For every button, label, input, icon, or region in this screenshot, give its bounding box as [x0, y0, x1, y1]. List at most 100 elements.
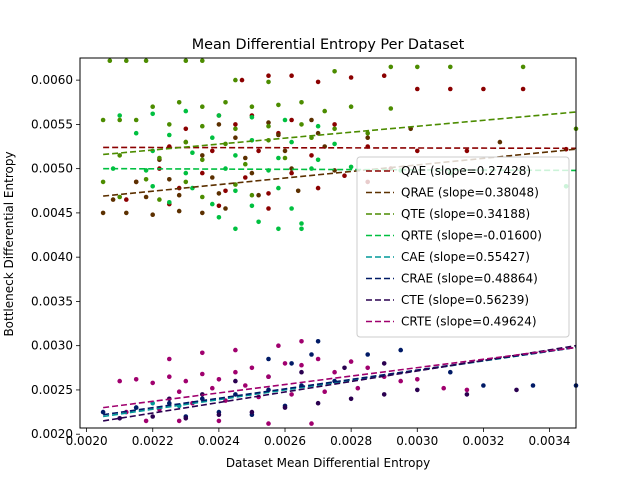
x-tick-label: 0.0026	[264, 434, 306, 448]
data-point-series-2	[150, 104, 155, 109]
data-point-series-7	[441, 385, 447, 391]
data-point-series-7	[276, 343, 281, 349]
data-point-series-3	[289, 206, 294, 211]
data-point-series-0	[481, 86, 486, 92]
fit-lines-layer	[103, 111, 577, 422]
data-point-series-6	[299, 369, 304, 375]
data-point-series-5	[133, 405, 139, 410]
data-point-series-0	[448, 86, 453, 92]
data-point-series-7	[233, 347, 238, 353]
y-tick-label: 0.0040	[31, 250, 73, 264]
data-point-series-7	[117, 378, 122, 384]
data-point-series-6	[514, 387, 519, 393]
data-point-series-1	[497, 139, 503, 145]
legend-entry: CAE (slope=0.55427)	[401, 250, 530, 264]
data-point-series-1	[233, 135, 238, 140]
x-axis-ticks: 0.0020 0.0022 0.0024 0.0026 0.0028 0.0030 0.00…	[66, 428, 571, 448]
data-point-series-0	[183, 126, 189, 132]
y-tick-label: 0.0020	[31, 427, 73, 441]
x-axis-label: Dataset Mean Differential Entropy	[226, 456, 430, 470]
data-point-series-2	[183, 179, 189, 185]
data-point-series-7	[200, 371, 205, 377]
data-point-series-1	[133, 179, 139, 185]
data-point-series-0	[520, 86, 526, 92]
data-point-series-7	[200, 350, 205, 356]
data-point-series-1	[309, 117, 314, 123]
fit-line-series-2	[103, 111, 577, 156]
data-point-series-3	[348, 164, 354, 170]
data-point-series-7	[309, 421, 314, 426]
data-point-series-0	[342, 173, 347, 178]
data-point-series-2	[183, 139, 189, 145]
data-point-series-3	[216, 215, 222, 220]
data-point-series-3	[299, 221, 304, 226]
data-point-series-2	[200, 104, 205, 109]
data-point-series-1	[176, 192, 182, 198]
data-point-series-2	[233, 126, 238, 132]
data-point-series-2	[133, 117, 139, 123]
data-point-series-2	[332, 126, 337, 132]
data-point-series-0	[266, 206, 271, 211]
data-point-series-5	[398, 347, 404, 353]
data-point-series-2	[200, 157, 205, 163]
data-point-series-0	[223, 188, 228, 194]
data-point-series-5	[315, 339, 321, 344]
data-point-series-3	[332, 141, 337, 147]
data-point-series-7	[183, 378, 189, 384]
data-point-series-5	[530, 383, 536, 388]
legend-entry: CRAE (slope=0.48864)	[401, 272, 538, 286]
data-point-series-0	[332, 122, 337, 127]
data-point-series-6	[342, 365, 347, 371]
fit-line-series-3	[103, 167, 577, 172]
data-point-series-5	[448, 369, 453, 375]
data-point-series-3	[249, 203, 255, 209]
y-axis-label: Bottleneck Differential Entropy	[2, 151, 16, 336]
data-point-series-7	[398, 378, 404, 384]
data-point-series-1	[176, 208, 182, 214]
data-point-series-0	[415, 148, 420, 154]
data-point-series-3	[150, 111, 155, 117]
data-point-series-0	[239, 77, 245, 83]
data-point-series-3	[167, 200, 172, 205]
legend: QAE (slope=0.27428) QRAE (slope=0.38048) Q…	[356, 156, 570, 338]
data-point-series-7	[216, 377, 222, 382]
data-point-series-0	[210, 148, 215, 154]
data-point-series-7	[289, 392, 294, 397]
plot-area-frame	[79, 57, 577, 429]
data-point-series-0	[124, 197, 129, 202]
data-point-series-3	[190, 150, 195, 155]
data-point-series-6	[464, 392, 470, 397]
data-point-series-1	[223, 206, 228, 211]
data-point-series-6	[415, 387, 420, 393]
data-point-series-6	[150, 414, 155, 419]
data-point-series-7	[176, 389, 182, 395]
data-point-series-7	[415, 377, 420, 382]
legend-entry: CTE (slope=0.56239)	[401, 293, 529, 307]
data-point-series-3	[183, 108, 189, 114]
data-point-series-1	[256, 192, 261, 198]
data-point-series-0	[289, 73, 294, 78]
data-point-series-7	[299, 362, 304, 368]
data-point-series-7	[332, 369, 337, 375]
data-point-series-5	[100, 409, 106, 415]
legend-entry: QTE (slope=0.34188)	[401, 207, 530, 221]
legend-box	[356, 156, 570, 338]
data-point-series-7	[266, 421, 271, 426]
data-point-series-2	[332, 69, 337, 74]
chart-title: Mean Differential Entropy Per Dataset	[192, 37, 465, 53]
data-point-series-7	[365, 365, 371, 371]
data-point-series-3	[233, 226, 238, 232]
data-point-series-2	[107, 58, 113, 63]
fit-line-series-0	[103, 146, 577, 150]
data-point-series-1	[210, 175, 215, 180]
data-point-series-2	[200, 123, 205, 129]
data-point-series-7	[355, 385, 361, 391]
x-tick-label: 0.0024	[198, 434, 240, 448]
data-point-series-3	[216, 113, 222, 118]
y-axis-ticks: 0.0020 0.0025 0.0030 0.0035 0.0040 0.0045 0.00…	[31, 73, 80, 441]
data-point-series-7	[143, 418, 149, 424]
data-point-series-3	[117, 113, 122, 118]
data-point-series-3	[276, 155, 281, 161]
